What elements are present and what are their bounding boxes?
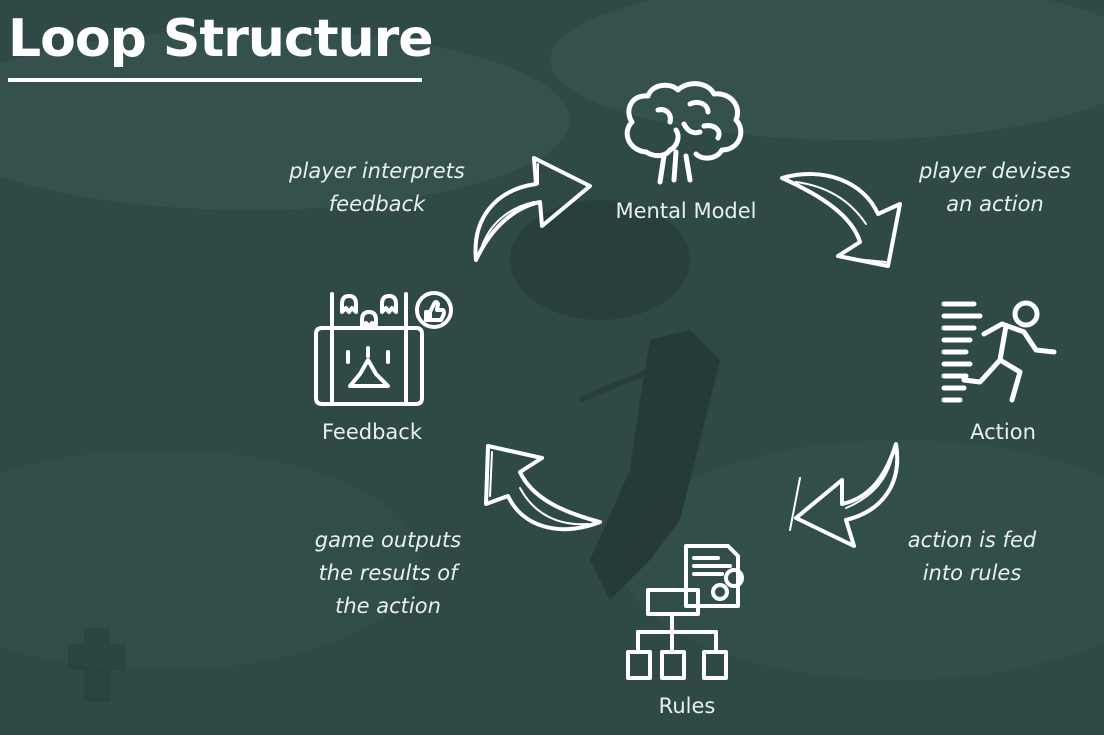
edge-label-line: action is fed (907, 528, 1037, 552)
brain-icon (618, 80, 748, 185)
running-person-icon (940, 298, 1066, 408)
curved-arrow-icon (778, 168, 908, 270)
edge-label-line: into rules (922, 561, 1022, 585)
mental-model-label: Mental Model (615, 199, 757, 223)
slide-title: Loop Structure (8, 9, 433, 69)
curved-arrow-icon (478, 440, 604, 546)
edge-label-line: player interprets (289, 159, 465, 183)
fed-into-rules-label: action is fed into rules (890, 524, 1054, 590)
watermark-cross-icon (68, 628, 126, 702)
edge-label-line: game outputs (314, 528, 462, 552)
edge-label-line: the action (335, 594, 441, 618)
flowchart-document-icon (624, 542, 750, 684)
game-outputs-label: game outputs the results of the action (298, 524, 478, 623)
title-underline (8, 78, 422, 82)
edge-label-line: an action (946, 192, 1044, 216)
interprets-feedback-label: player interprets feedback (284, 155, 470, 221)
curved-arrow-icon (464, 150, 594, 265)
devises-action-label: player devises an action (910, 155, 1080, 221)
curved-arrow-icon (782, 438, 904, 550)
feedback-label: Feedback (321, 420, 422, 444)
edge-label-line: feedback (328, 192, 426, 216)
rules-label: Rules (658, 694, 716, 718)
edge-label-line: player devises (918, 159, 1071, 183)
action-label: Action (970, 420, 1036, 444)
edge-label-line: the results of (318, 561, 458, 585)
mobile-game-icon (312, 290, 454, 408)
